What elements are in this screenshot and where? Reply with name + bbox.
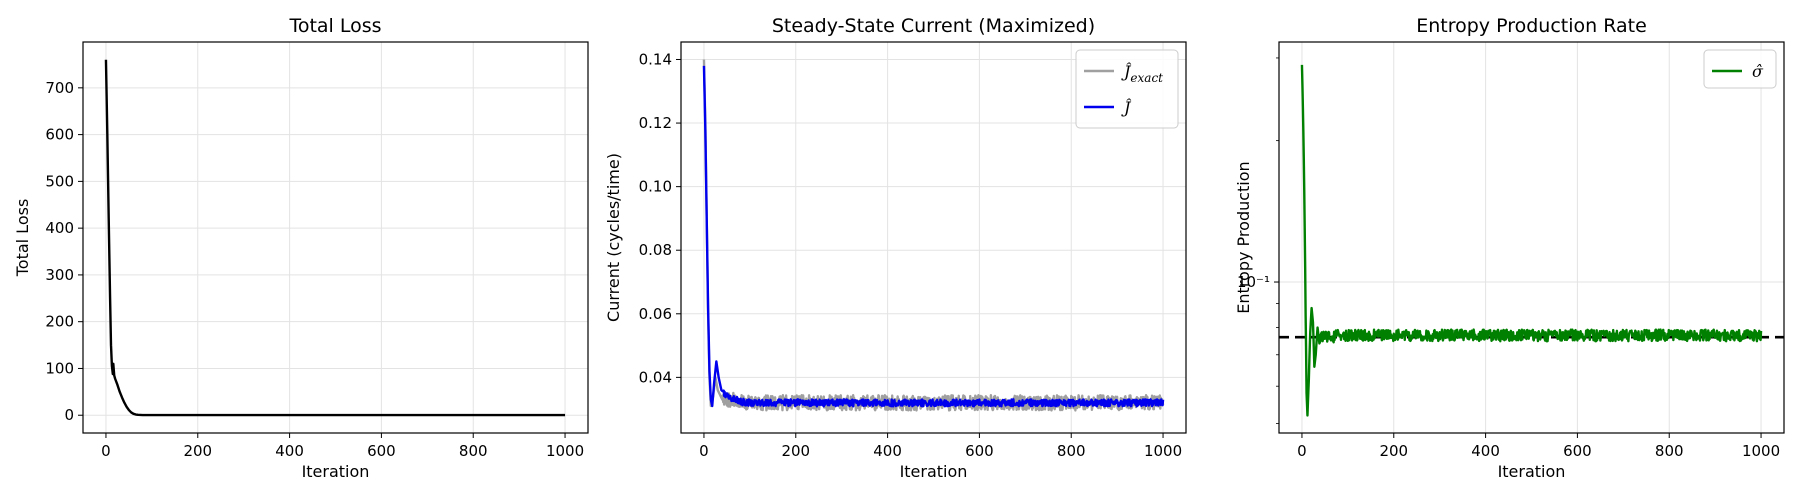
- y-tick-label: 300: [45, 266, 74, 284]
- chart-total-loss: 0 200 400 600 800 1000 0 100 200 300 400 500 600 700 T…: [13, 15, 589, 481]
- y-tick-label: 10⁻¹: [1237, 273, 1270, 291]
- x-axis-label: Iteration: [900, 462, 968, 481]
- y-tick-label: 0.10: [639, 178, 672, 196]
- y-tick-label: 400: [45, 219, 74, 237]
- y-tick-label: 0.06: [639, 305, 672, 323]
- chart-entropy-production: 0 200 400 600 800 1000 10⁻¹ Entropy Production …: [1234, 15, 1785, 481]
- y-tick-label: 600: [45, 126, 74, 144]
- x-tick-label: 600: [367, 442, 396, 460]
- y-tick-label: 0.14: [639, 50, 672, 68]
- x-tick-label: 200: [781, 442, 810, 460]
- x-tick-label: 800: [459, 442, 488, 460]
- y-tick-label: 700: [45, 79, 74, 97]
- legend-box: [1075, 49, 1179, 129]
- x-tick-label: 0: [1297, 442, 1307, 460]
- x-axis-label: Iteration: [302, 462, 370, 481]
- y-axis-label: Total Loss: [13, 199, 32, 278]
- y-axis-label: Entropy Production: [1234, 161, 1253, 313]
- y-tick-label: 500: [45, 172, 74, 190]
- series-line-2: [702, 65, 1165, 408]
- x-tick-label: 0: [101, 442, 111, 460]
- y-tick-label: 100: [45, 359, 74, 377]
- plot-frame: [82, 41, 589, 434]
- chart-title: Total Loss: [288, 15, 381, 37]
- x-tick-label: 200: [1379, 442, 1408, 460]
- x-tick-label: 400: [873, 442, 902, 460]
- x-tick-label: 800: [1057, 442, 1086, 460]
- legend-label: σ̂: [1752, 62, 1764, 81]
- legend-label: Ĵ: [1121, 98, 1132, 117]
- y-tick-label: 200: [45, 313, 74, 331]
- x-tick-label: 600: [1563, 442, 1592, 460]
- x-tick-label: 400: [1471, 442, 1500, 460]
- series-line-1: [1300, 64, 1763, 417]
- x-tick-label: 600: [965, 442, 994, 460]
- x-tick-label: 1000: [1144, 442, 1182, 460]
- x-tick-label: 200: [183, 442, 212, 460]
- y-axis-label: Current (cycles/time): [604, 153, 623, 322]
- x-tick-label: 0: [699, 442, 709, 460]
- chart-title: Entropy Production Rate: [1416, 15, 1647, 37]
- chart-title: Steady-State Current (Maximized): [772, 15, 1095, 37]
- chart-steady-state-current: 0 200 400 600 800 1000 0.04 0.06 0.08 0.10 0.12 0.1…: [604, 15, 1187, 481]
- x-tick-label: 1000: [1742, 442, 1780, 460]
- x-axis-label: Iteration: [1498, 462, 1566, 481]
- y-tick-label: 0.04: [639, 368, 672, 386]
- y-tick-label: 0.08: [639, 241, 672, 259]
- plot-frame: [1278, 41, 1785, 434]
- plot-frame: [680, 41, 1187, 434]
- series-line-1: [104, 59, 566, 417]
- y-tick-label: 0: [64, 406, 74, 424]
- legend-box: [1703, 49, 1777, 89]
- legend: σ̂: [1703, 49, 1777, 89]
- x-tick-label: 400: [275, 442, 304, 460]
- x-tick-label: 800: [1655, 442, 1684, 460]
- x-tick-label: 1000: [546, 442, 584, 460]
- y-tick-label: 0.12: [639, 114, 672, 132]
